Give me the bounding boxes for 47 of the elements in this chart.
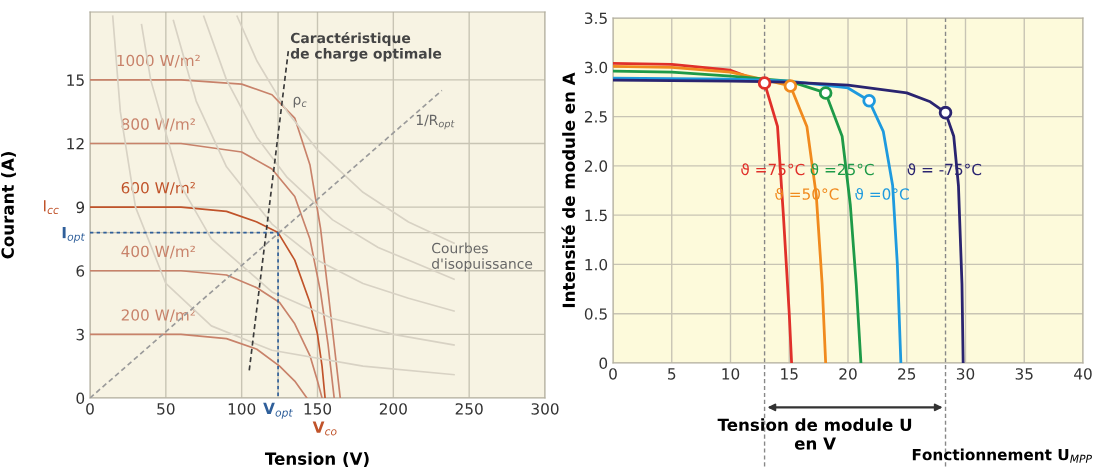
annotation: Courbes d'isopuissance (432, 242, 533, 272)
x-tick-label: 15 (781, 368, 798, 380)
x-tick-label: 250 (455, 403, 483, 415)
text: Fonctionnement U$_{MPP}$ (912, 448, 1092, 463)
series-label: 200 W/m² (121, 309, 195, 323)
y-tick-label: 2.0 (584, 160, 608, 172)
y-axis-title: Intensité de module en A (561, 72, 576, 308)
x-axis-title: Tension de module U en V (717, 418, 912, 450)
x-tick-label: 200 (379, 403, 407, 415)
x-tick-label: 0 (609, 368, 617, 380)
y-tick-label: 0 (76, 392, 85, 405)
y-tick-label: 12 (67, 137, 84, 150)
x-tick-label: V$_{opt}$ (263, 402, 293, 419)
x-tick-label: 5 (668, 368, 676, 380)
series-label: 800 W/m² (121, 118, 195, 132)
y-tick-label: 15 (67, 74, 84, 86)
annotation: ρ$_{c}$ (293, 96, 307, 108)
y-tick-label: 3.5 (585, 12, 607, 25)
y-tick-label: 1.5 (585, 209, 607, 222)
x-tick-label: 35 (1015, 368, 1033, 380)
annotation: 1/R$_{opt}$ (416, 114, 455, 130)
y-axis-title: Courant (A) (1, 152, 16, 259)
x-tick-label: 10 (722, 368, 740, 380)
series-label: 1000 W/m² (117, 54, 200, 68)
x-tick-label: 40 (1074, 368, 1092, 380)
x-tick-label: 150 (304, 403, 332, 415)
annotation: V$_{co}$ (312, 421, 337, 436)
x-axis-title: Tension (V) (264, 452, 369, 467)
x-tick-label: 0 (86, 403, 94, 415)
series-label: 400 W/m² (121, 245, 195, 259)
y-tick-label: 3 (76, 328, 84, 341)
x-tick-label: 20 (839, 368, 857, 380)
x-tick-label: 30 (956, 368, 975, 380)
y-tick-label: 9 (76, 201, 85, 214)
x-tick-label: 50 (157, 403, 175, 415)
y-tick-label: 3.0 (585, 61, 608, 74)
y-tick-label: 6 (76, 265, 85, 277)
y-tick-label: I$_{opt}$ (62, 227, 85, 243)
y-tick-label: 0 (599, 357, 608, 370)
annotation: I$_{cc}$ (43, 200, 59, 214)
y-tick-label: 0.5 (584, 308, 607, 320)
annotation: Caractéristique de charge optimale (290, 31, 442, 62)
y-tick-label: 1.0 (585, 258, 608, 271)
x-tick-label: 300 (531, 403, 559, 415)
x-tick-label: 25 (898, 368, 916, 380)
x-tick-label: 100 (228, 403, 256, 415)
y-tick-label: 2.5 (584, 111, 607, 123)
